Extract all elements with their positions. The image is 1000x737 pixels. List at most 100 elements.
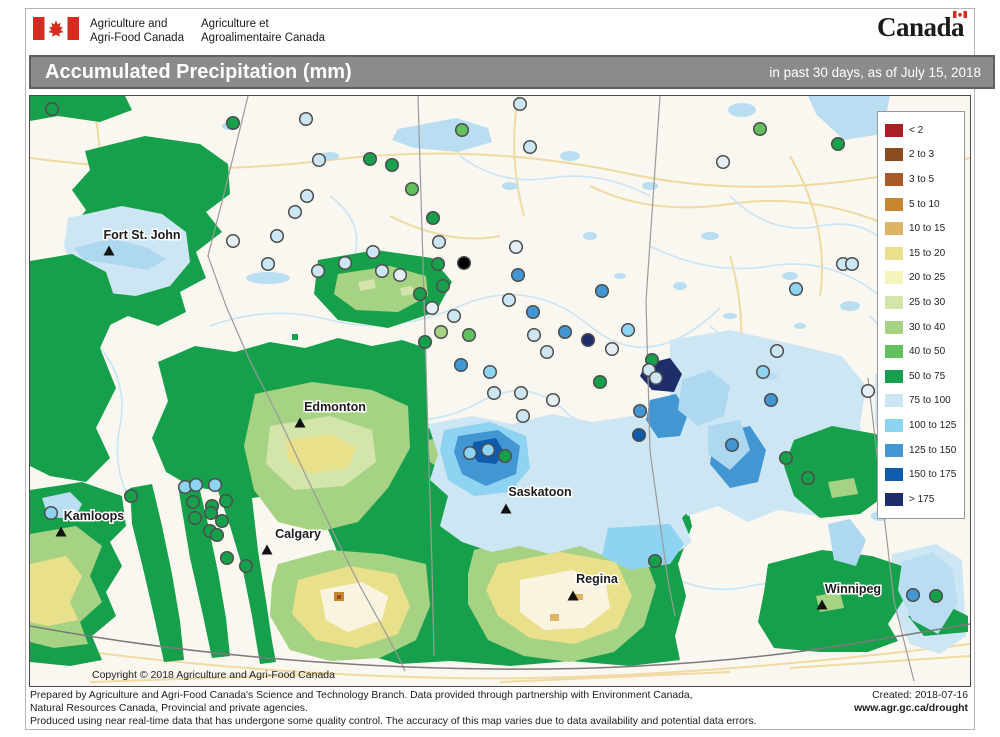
station-marker [755,364,771,380]
map-canvas: Fort St. John Edmonton Kamloops Calgary Sask… [30,96,970,686]
station-marker [557,324,573,340]
legend-item: < 2 [885,118,959,143]
station-marker [310,263,326,279]
station-marker [446,308,462,324]
legend-swatch [885,197,903,211]
station-marker [187,510,203,526]
station-marker [384,157,400,173]
station-marker [513,385,529,401]
legend-swatch [885,148,903,162]
page-frame [25,8,975,730]
legend-item: 2 to 3 [885,143,959,168]
station-marker [632,403,648,419]
created-date: Created: 2018-07-16 [872,690,968,701]
footer-line1: Prepared by Agriculture and Agri-Food Ca… [30,690,693,701]
legend-swatch [885,295,903,309]
station-marker [214,513,230,529]
station-marker [512,96,528,112]
station-marker [260,256,276,272]
legend-label: 100 to 125 [909,419,957,431]
station-marker [522,139,538,155]
station-marker [501,292,517,308]
city-labels-layer: Fort St. John Edmonton Kamloops Calgary Sask… [55,227,883,610]
footer: Prepared by Agriculture and Agri-Food Ca… [30,689,968,728]
svg-text:Fort St. John: Fort St. John [103,228,180,242]
legend-label: 50 to 75 [909,370,946,382]
legend-item: 50 to 75 [885,364,959,389]
svg-text:Winnipeg: Winnipeg [825,582,881,596]
station-marker [620,322,636,338]
station-marker [510,267,526,283]
station-marker [592,374,608,390]
station-marker [207,477,223,493]
drought-url[interactable]: www.agr.gc.ca/drought [854,703,968,714]
station-marker [800,470,816,486]
station-marker [604,341,620,357]
station-marker [425,210,441,226]
station-marker [778,450,794,466]
legend-swatch [885,246,903,260]
station-marker [525,304,541,320]
legend-swatch [885,123,903,137]
station-marker [337,255,353,271]
canada-flag-icon [33,17,79,40]
station-marker [238,558,254,574]
station-marker [188,477,204,493]
legend-label: 40 to 50 [909,346,946,358]
station-marker [497,448,513,464]
legend-label: 5 to 10 [909,198,940,210]
station-marker [594,283,610,299]
legend-label: 75 to 100 [909,395,951,407]
legend-label: 20 to 25 [909,272,946,284]
station-marker [763,392,779,408]
legend-label: 125 to 150 [909,444,957,456]
station-marker [374,263,390,279]
station-marker [539,344,555,360]
svg-text:Saskatoon: Saskatoon [508,485,571,499]
station-marker [715,154,731,170]
city-marker-fort-st-john: Fort St. John [102,227,182,256]
city-marker-kamloops: Kamloops [55,508,126,537]
legend-item: 30 to 40 [885,315,959,340]
station-marker [392,267,408,283]
station-marker [430,256,446,272]
station-marker [311,152,327,168]
legend-item: 75 to 100 [885,389,959,414]
station-marker [269,228,285,244]
station-marker [486,385,502,401]
station-marker [928,588,944,604]
station-marker [225,115,241,131]
legend-swatch [885,492,903,506]
station-marker [905,587,921,603]
station-marker [462,445,478,461]
station-marker [203,505,219,521]
station-marker [287,204,303,220]
station-marker [435,278,451,294]
legend-swatch [885,271,903,285]
legend-item: 10 to 15 [885,216,959,241]
city-marker-regina: Regina [567,571,620,601]
legend-item: 15 to 20 [885,241,959,266]
station-marker [526,327,542,343]
city-marker-saskatoon: Saskatoon [500,484,573,514]
station-marker [299,188,315,204]
legend-label: 150 to 175 [909,469,957,481]
station-marker [185,494,201,510]
legend-swatch [885,443,903,457]
footer-line2: Natural Resources Canada, Provincial and… [30,703,308,714]
station-marker [480,442,496,458]
legend-swatch [885,222,903,236]
legend-label: 30 to 40 [909,321,946,333]
station-marker [433,324,449,340]
station-marker [830,136,846,152]
city-marker-edmonton: Edmonton [294,399,367,428]
station-marker [515,408,531,424]
precip-regions [30,96,968,666]
station-marker [43,505,59,521]
legend-swatch [885,418,903,432]
station-markers-layer [43,96,944,604]
legend-label: 15 to 20 [909,247,946,259]
legend-label: < 2 [909,124,924,136]
station-marker [648,370,664,386]
station-marker [461,327,477,343]
